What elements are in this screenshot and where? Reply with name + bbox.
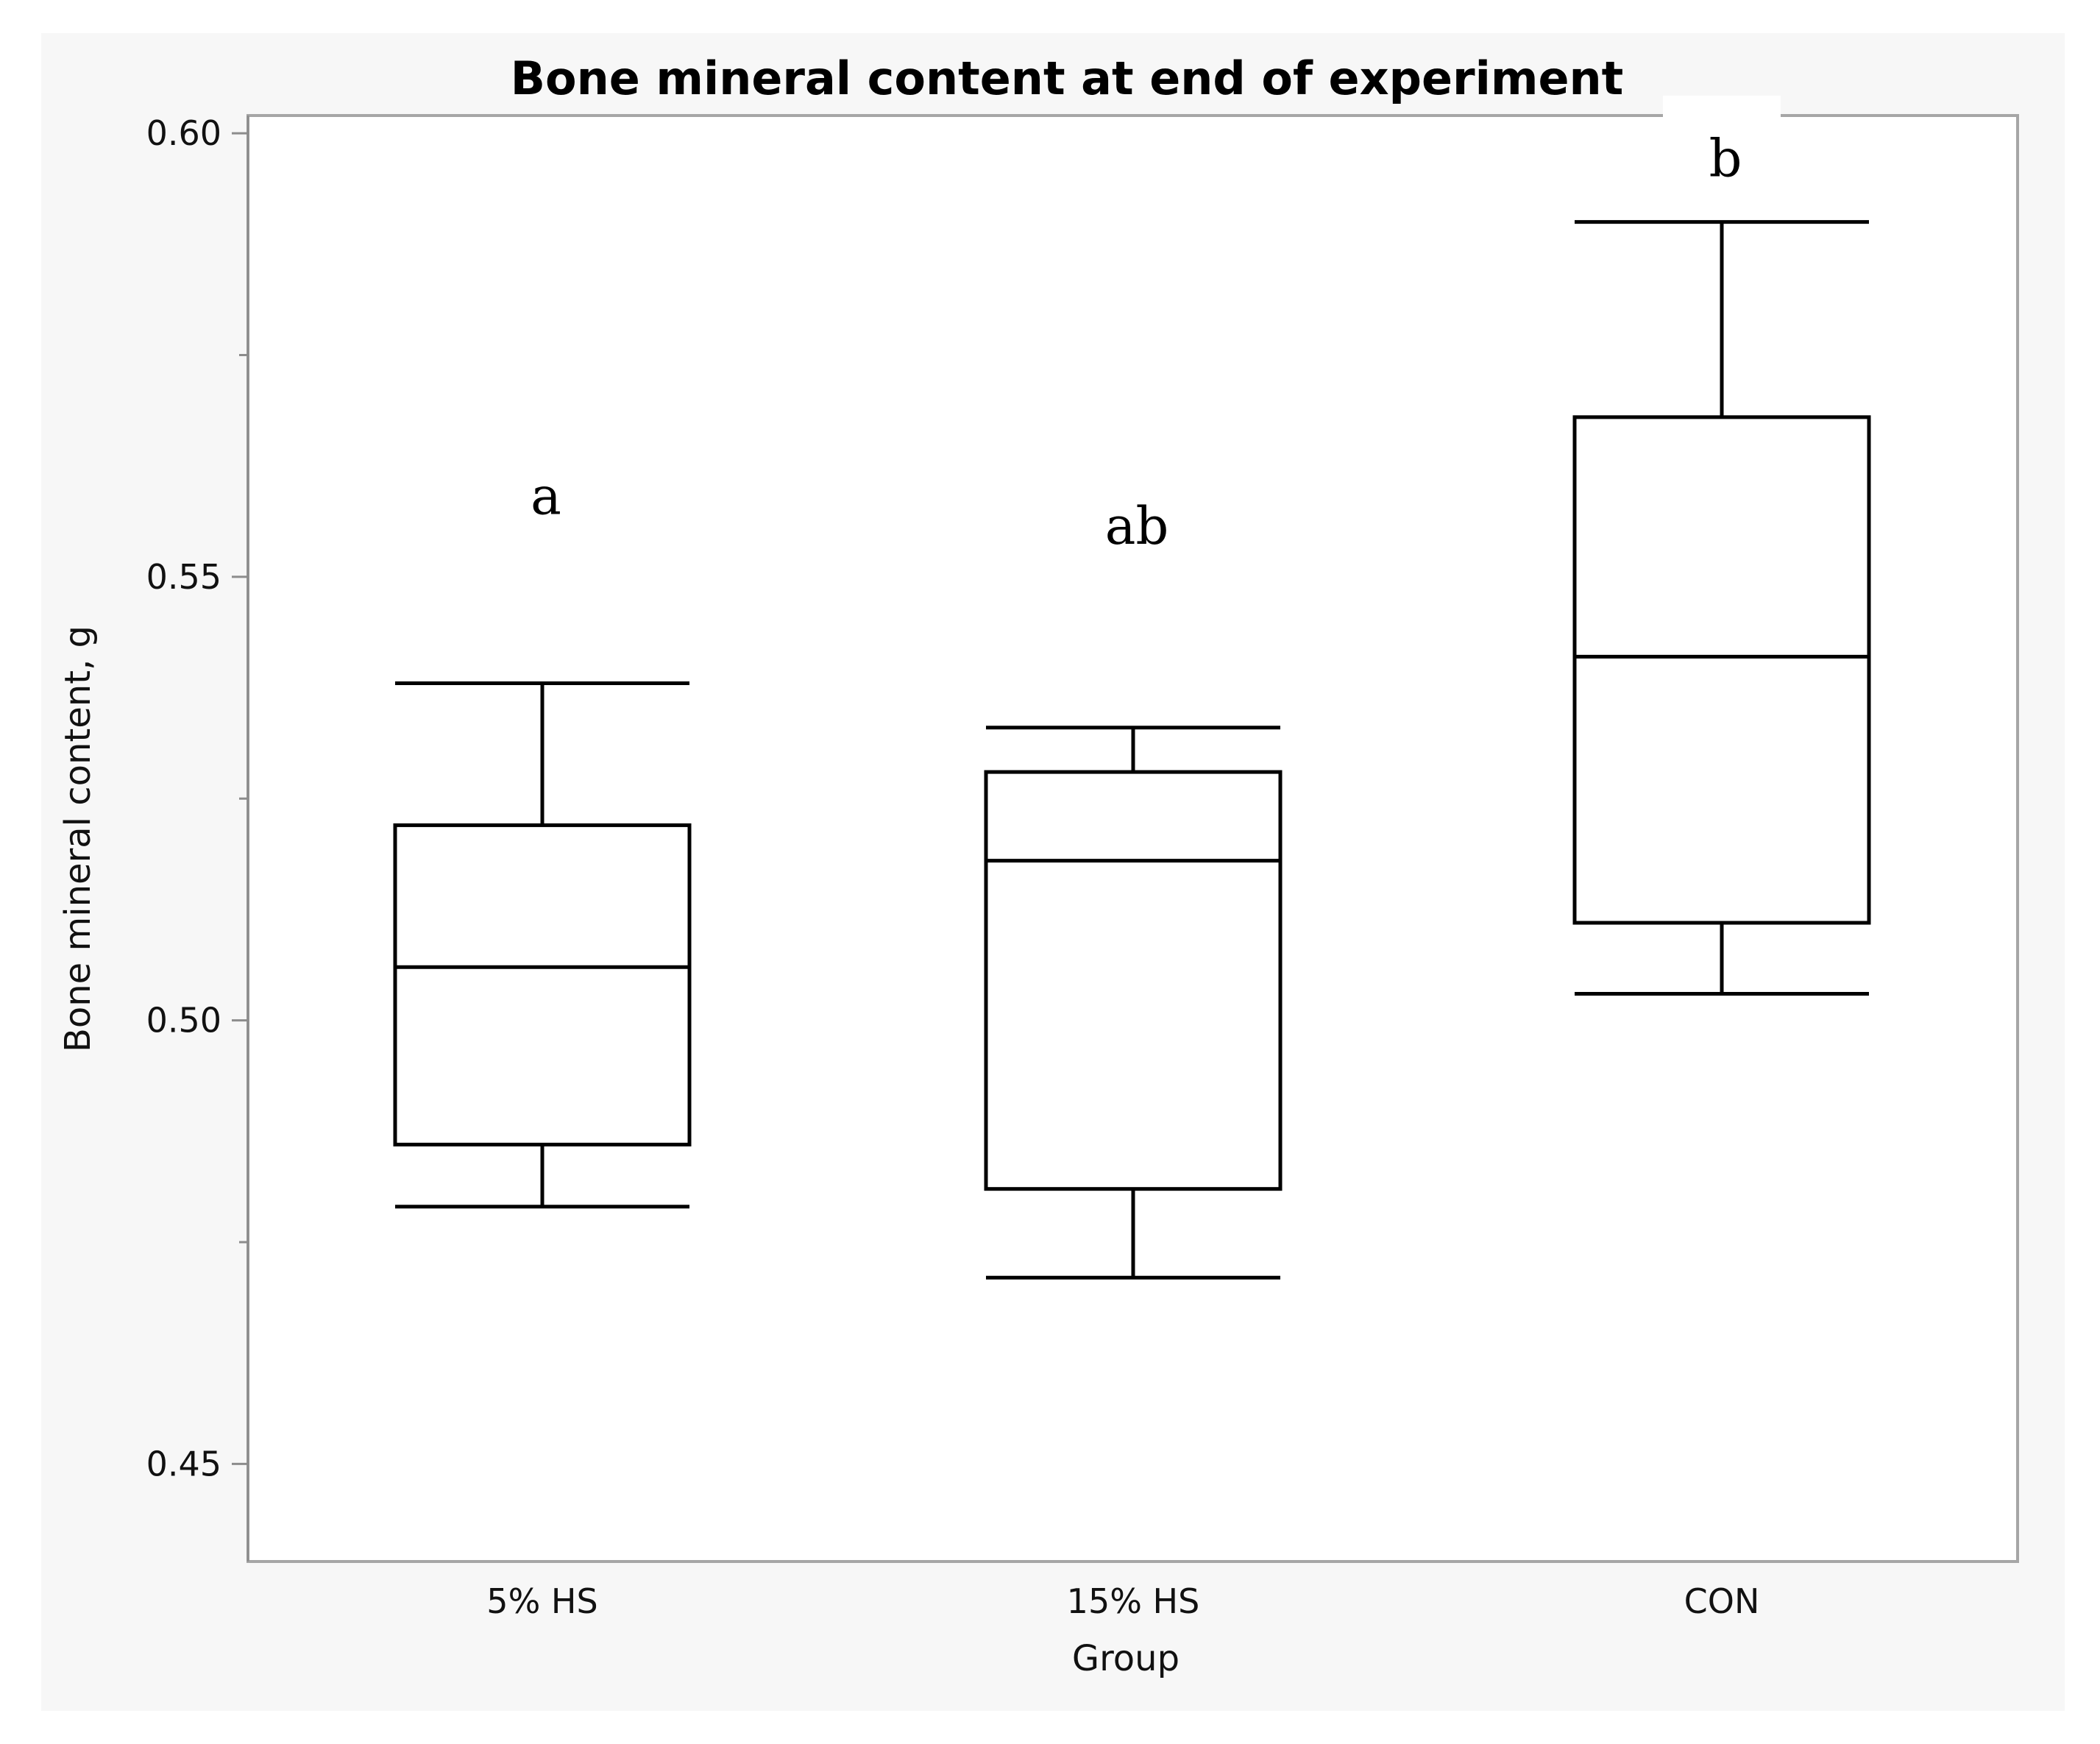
significance-label: a [531,467,561,527]
y-axis-title: Bone mineral content, g [57,625,99,1052]
x-tick-label: 5% HS [486,1581,597,1621]
y-tick-label: 0.55 [146,557,221,597]
x-axis-tick-labels: 5% HS 15% HS CON [486,1581,1759,1621]
iqr-box [393,823,692,1146]
y-tick-label: 0.60 [146,113,221,153]
chart-title: Bone mineral content at end of experimen… [511,52,1624,105]
x-tick-label: CON [1684,1581,1760,1621]
x-tick-label: 15% HS [1067,1581,1200,1621]
iqr-box [1572,415,1871,925]
x-axis-title: Group [1072,1638,1180,1679]
y-tick-label: 0.45 [146,1444,221,1484]
box-series: a ab b [393,96,1871,1280]
significance-label-background [1663,96,1781,213]
y-axis-ticks: 0.45 0.50 0.55 0.60 [146,113,248,1484]
significance-label: b [1709,129,1742,189]
iqr-box [984,770,1283,1191]
y-tick-label: 0.50 [146,1001,221,1041]
significance-label: ab [1105,496,1169,556]
